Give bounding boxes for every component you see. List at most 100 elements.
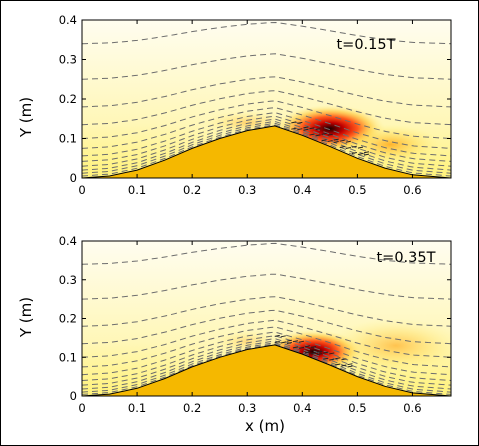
velocity-vector [335, 363, 341, 366]
velocity-vector [291, 121, 297, 124]
velocity-streamline [82, 53, 451, 80]
x-tick-label: 0 [78, 401, 85, 415]
velocity-streamline [82, 112, 451, 157]
velocity-vector [309, 133, 315, 136]
velocity-streamline [82, 309, 451, 345]
velocity-vector [311, 346, 317, 349]
velocity-vector [291, 127, 297, 130]
velocity-vector [298, 340, 305, 343]
y-tick-label: 0.1 [59, 132, 77, 146]
x-tick-label: 0.1 [128, 401, 146, 415]
velocity-streamline [82, 122, 451, 174]
velocity-vector [292, 346, 299, 349]
velocity-vector [317, 350, 323, 353]
y-tick-label: 0.2 [59, 312, 77, 326]
velocity-streamline [82, 90, 451, 126]
velocity-vector [315, 128, 321, 131]
velocity-streamline [82, 296, 451, 327]
velocity-vector [329, 358, 335, 361]
velocity-streamline [82, 340, 451, 390]
x-tick-label: 0.6 [403, 401, 421, 415]
velocity-vector [345, 140, 351, 143]
velocity-vector [292, 340, 299, 343]
velocity-vector [341, 358, 347, 361]
y-tick-label: 0.4 [59, 234, 77, 248]
velocity-vector [309, 127, 315, 130]
velocity-streamline [82, 326, 451, 368]
x-tick-label: 0.5 [348, 183, 366, 197]
velocity-vector [347, 363, 353, 366]
x-tick-label: 0 [78, 183, 85, 197]
velocity-vector [311, 352, 317, 355]
velocity-streamline [82, 338, 451, 386]
x-axis-label: x (m) [245, 417, 285, 435]
velocity-vector [304, 345, 311, 348]
velocity-streamline [82, 273, 451, 300]
velocity-vector [345, 147, 351, 150]
velocity-vector [351, 152, 357, 155]
velocity-vector [329, 352, 335, 355]
panel-top: Y (m) 0 0.1 0.2 0.3 0.4 0.5 0.6 0 0.1 0.2 0.3 0.4 t=… [17, 13, 452, 197]
velocity-vector [351, 145, 357, 148]
x-tick-label: 0.4 [293, 183, 311, 197]
y-tick-label: 0.3 [59, 53, 77, 67]
velocity-vector [280, 335, 286, 338]
velocity-vector [303, 126, 309, 129]
bump-profile [82, 344, 451, 396]
velocity-vector [363, 153, 370, 156]
velocity-vector [341, 364, 347, 367]
x-tick-label: 0.3 [238, 183, 256, 197]
velocity-vector [327, 140, 333, 143]
velocity-streamline [82, 118, 451, 167]
velocity-streamline [82, 335, 451, 381]
velocity-streamline [82, 242, 451, 265]
velocity-vector [323, 357, 329, 360]
velocity-streamline [82, 342, 451, 393]
plot-area [82, 241, 451, 396]
panel-bottom: Y (m) x (m) 0 0.1 0.2 0.3 0.4 0.5 0.6 0 0.1 0.2 0.… [17, 234, 452, 435]
velocity-vector [357, 146, 364, 149]
x-tick-label: 0.5 [348, 401, 366, 415]
velocity-vector [321, 139, 327, 142]
x-tick-label: 0.4 [293, 401, 311, 415]
y-tick-label: 0.4 [59, 13, 77, 27]
velocity-vector [333, 138, 339, 141]
velocity-vector [286, 339, 292, 342]
y-tick-label: 0.2 [59, 92, 77, 106]
velocity-vector [357, 153, 364, 155]
velocity-streamline [82, 107, 451, 149]
y-tick-label: 0 [70, 389, 77, 403]
y-tick-label: 0 [70, 171, 77, 185]
velocity-vector [321, 132, 327, 135]
velocity-vector [317, 353, 323, 356]
velocity-streamline [82, 100, 451, 139]
y-axis-label: Y (m) [17, 297, 35, 338]
y-tick-label: 0.3 [59, 273, 77, 287]
bump-profile [82, 125, 451, 178]
velocity-vector [298, 346, 305, 349]
time-annotation: t=0.35T [377, 250, 436, 266]
velocity-vector [274, 341, 280, 344]
velocity-vector [315, 134, 321, 137]
x-tick-label: 0.2 [183, 401, 201, 415]
velocity-streamline [82, 21, 451, 45]
velocity-vector [297, 128, 303, 131]
velocity-vector [333, 141, 339, 144]
x-tick-label: 0.3 [238, 401, 256, 415]
velocity-vector [335, 357, 341, 360]
plot-area [82, 20, 451, 178]
velocity-vector [303, 128, 309, 131]
velocity-vector [304, 351, 311, 354]
velocity-vector [274, 334, 280, 337]
velocity-vector [339, 146, 345, 148]
velocity-vector [363, 151, 370, 154]
x-tick-label: 0.2 [183, 183, 201, 197]
x-tick-label: 0.1 [128, 183, 146, 197]
velocity-vector [280, 341, 286, 344]
x-tick-label: 0.6 [403, 183, 421, 197]
velocity-streamline [82, 115, 451, 162]
time-annotation: t=0.15T [337, 37, 396, 53]
velocity-streamline [82, 76, 451, 108]
velocity-streamline [82, 121, 451, 171]
